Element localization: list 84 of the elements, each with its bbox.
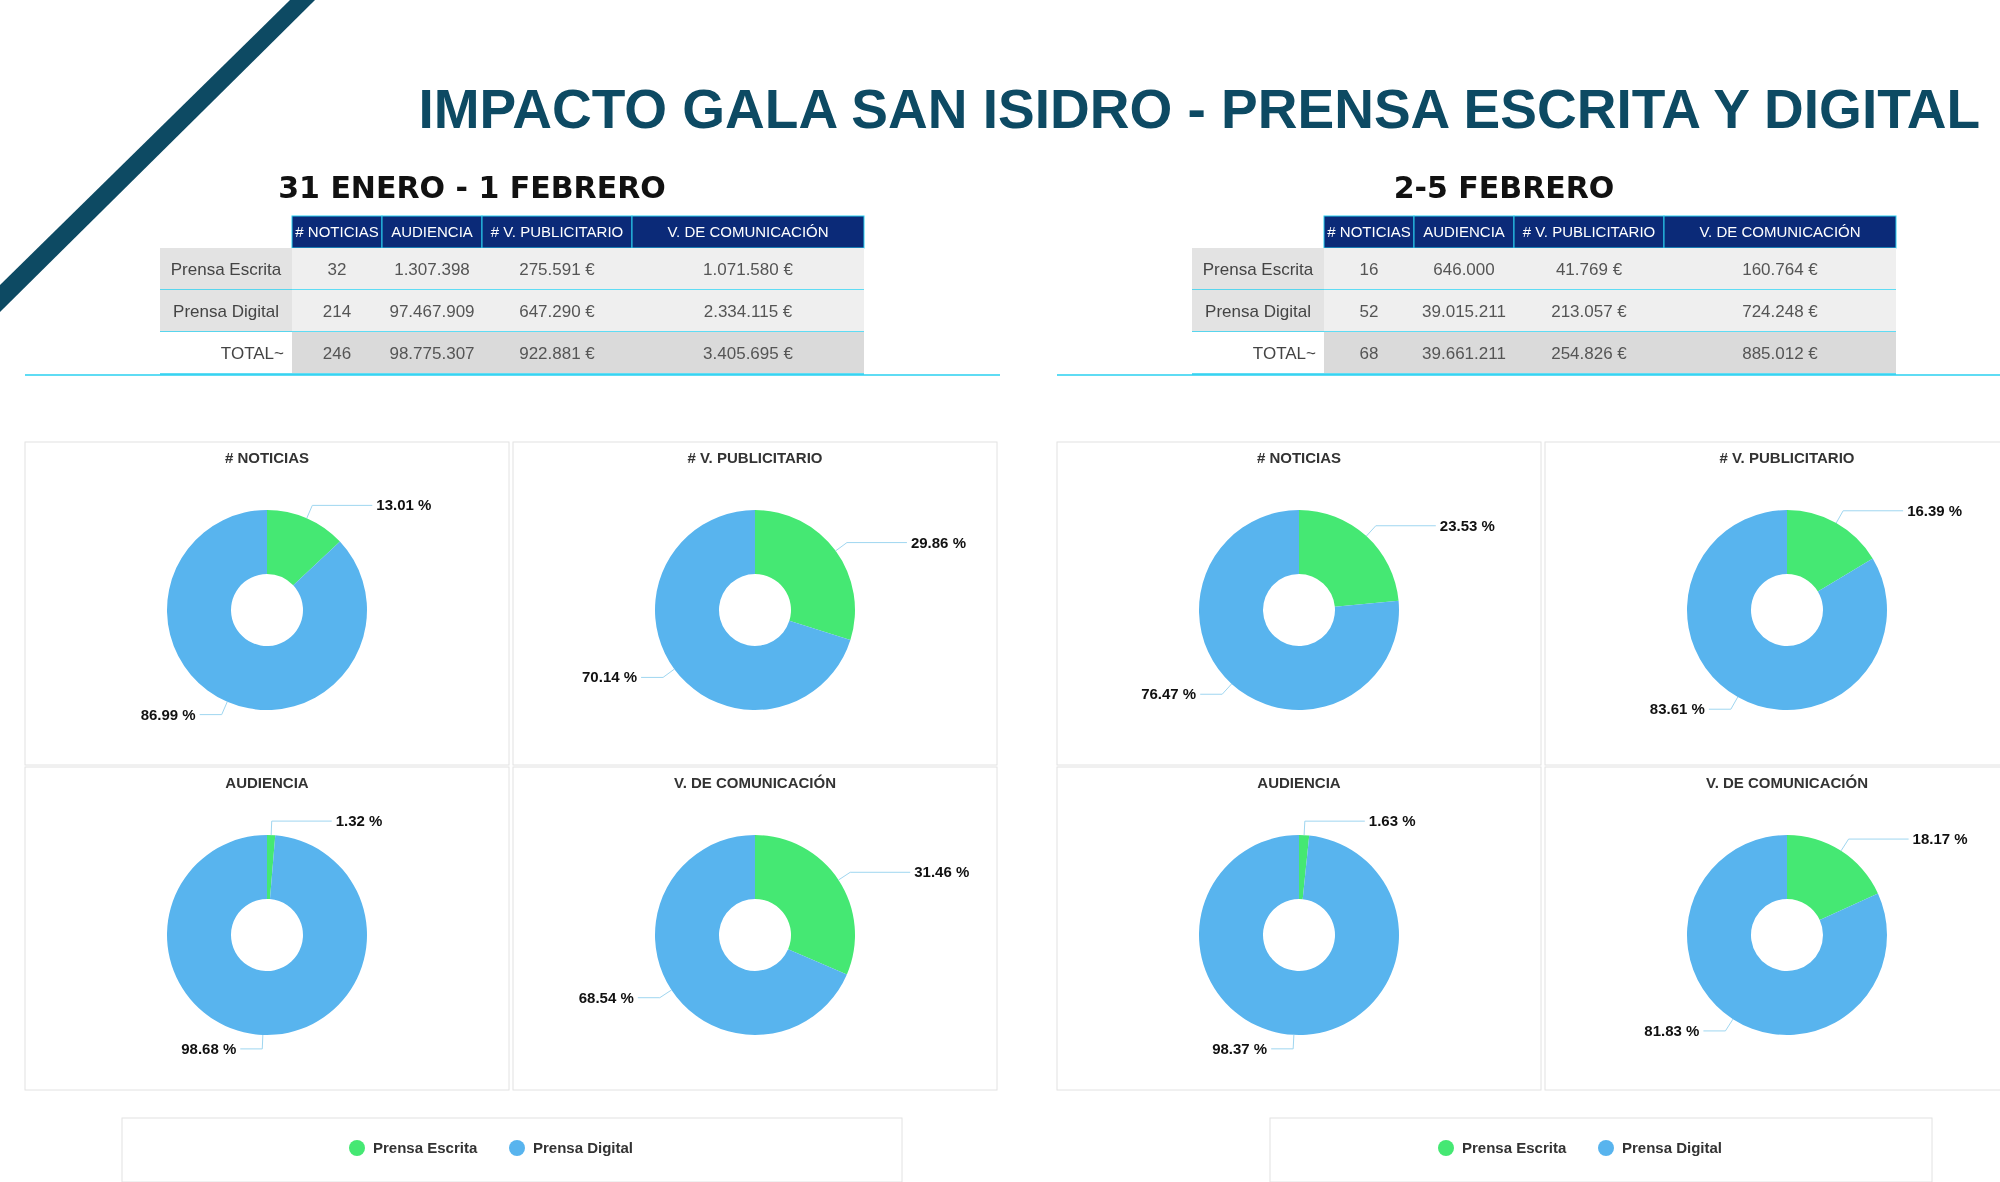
category-label: Prensa Escrita <box>170 260 282 279</box>
donut-slice <box>1787 510 1873 592</box>
donut-slice <box>755 835 855 975</box>
text: 1.307.398 <box>394 260 470 279</box>
donut-slice <box>267 835 276 900</box>
data-label: 83.61 % <box>1649 700 1705 718</box>
text: 246 <box>322 344 352 363</box>
data-label: 18.17 % <box>1912 830 1968 848</box>
chart-title: V. DE COMUNICACIÓN <box>674 774 836 791</box>
donut-slice <box>1299 835 1310 900</box>
text: 3.405.695 € <box>703 344 793 363</box>
text: 41.769 € <box>1555 260 1623 279</box>
legend-label: Prensa Escrita <box>1462 1139 1567 1156</box>
data-label: 1.32 % <box>335 812 383 830</box>
category-label: Prensa Digital <box>1205 302 1311 321</box>
data-label: 98.68 % <box>181 1039 237 1057</box>
chart-title: # NOTICIAS <box>224 449 310 466</box>
category-label: TOTAL~ <box>220 344 284 363</box>
category-label: Prensa Digital <box>173 302 279 321</box>
data-label: 13.01 % <box>376 496 432 514</box>
category-label: V. DE COMUNICACIÓN <box>667 223 829 240</box>
data-label: 29.86 % <box>910 533 966 551</box>
donut-slice <box>1687 835 1887 1035</box>
category-label: AUDIENCIA <box>391 223 473 240</box>
text: 254.826 € <box>1551 344 1627 363</box>
donut-slice <box>755 510 855 641</box>
text: 647.290 € <box>519 302 595 321</box>
donut-slice <box>655 835 847 1035</box>
text: 724.248 € <box>1742 302 1818 321</box>
text: 213.057 € <box>1551 302 1627 321</box>
category-label: AUDIENCIA <box>1423 223 1505 240</box>
text: 275.591 € <box>519 260 595 279</box>
donut-slice <box>167 510 367 710</box>
donut-slice <box>267 510 340 586</box>
legend-label: Prensa Escrita <box>373 1139 478 1156</box>
text: 31 ENERO - 1 FEBRERO <box>278 170 666 205</box>
chart-title: V. DE COMUNICACIÓN <box>1706 774 1868 791</box>
text: 52 <box>1359 302 1379 321</box>
data-label: 86.99 % <box>140 705 196 723</box>
category-label: # V. PUBLICITARIO <box>490 223 624 240</box>
data-label: 68.54 % <box>578 988 634 1006</box>
data-label: 98.37 % <box>1212 1039 1268 1057</box>
text: 2-5 FEBRERO <box>1393 170 1615 205</box>
data-label: 70.14 % <box>582 668 638 686</box>
data-label: 23.53 % <box>1439 516 1495 534</box>
donut-slice <box>167 835 367 1035</box>
text: 39.015.211 <box>1422 302 1506 321</box>
chart-title: # V. PUBLICITARIO <box>687 449 823 466</box>
text: 97.467.909 <box>389 302 475 321</box>
text: 68 <box>1359 344 1379 363</box>
chart-title: AUDIENCIA <box>1257 774 1341 791</box>
data-label: 31.46 % <box>914 863 970 881</box>
category-label: # NOTICIAS <box>295 223 379 240</box>
data-label: 1.63 % <box>1368 812 1416 830</box>
category-label: # NOTICIAS <box>1327 223 1411 240</box>
text: 214 <box>322 302 352 321</box>
chart-title: # NOTICIAS <box>1256 449 1342 466</box>
donut-slice <box>655 510 851 710</box>
category-label: TOTAL~ <box>1252 344 1316 363</box>
text: 160.764 € <box>1742 260 1818 279</box>
text: 885.012 € <box>1742 344 1818 363</box>
text: 32 <box>327 260 347 279</box>
category-label: V. DE COMUNICACIÓN <box>1699 223 1861 240</box>
category-label: # V. PUBLICITARIO <box>1522 223 1656 240</box>
text: 98.775.307 <box>389 344 475 363</box>
data-label: 76.47 % <box>1141 685 1197 703</box>
donut-slice <box>1199 510 1399 710</box>
text: IMPACTO GALA SAN ISIDRO - PRENSA ESCRITA Y DIGITAL <box>418 78 1980 140</box>
text: 39.661.211 <box>1422 344 1506 363</box>
donut-slice <box>1299 510 1399 607</box>
data-label: 16.39 % <box>1907 501 1963 519</box>
legend-label: Prensa Digital <box>533 1139 634 1156</box>
text: 1.071.580 € <box>703 260 793 279</box>
data-label: 81.83 % <box>1644 1021 1700 1039</box>
chart-title: # V. PUBLICITARIO <box>1719 449 1855 466</box>
text: 922.881 € <box>519 344 595 363</box>
chart-title: AUDIENCIA <box>225 774 309 791</box>
text: 16 <box>1359 260 1379 279</box>
legend-label: Prensa Digital <box>1622 1139 1723 1156</box>
donut-slice <box>1199 835 1399 1035</box>
text: 2.334.115 € <box>703 302 793 321</box>
donut-slice <box>1787 835 1878 921</box>
category-label: Prensa Escrita <box>1202 260 1314 279</box>
text: 646.000 <box>1433 260 1495 279</box>
